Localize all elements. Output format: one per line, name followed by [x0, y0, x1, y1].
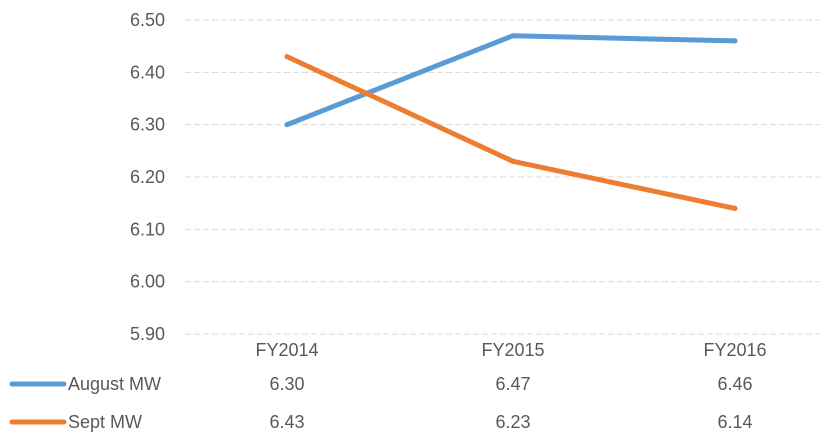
y-tick-label: 6.30	[130, 115, 165, 135]
series-lines	[284, 33, 738, 211]
data-table-cell: 6.47	[495, 374, 530, 394]
series-line-sept-mw	[284, 54, 738, 211]
data-point	[732, 205, 738, 211]
data-point	[284, 122, 290, 128]
x-tick-label: FY2014	[255, 340, 318, 360]
y-axis-ticks: 6.50 6.40 6.30 6.20 6.10 6.00 5.90	[130, 10, 165, 344]
data-table-cell: 6.30	[269, 374, 304, 394]
data-table-cell: 6.43	[269, 412, 304, 432]
data-point	[510, 158, 516, 164]
y-tick-label: 6.50	[130, 10, 165, 30]
data-table-cell: 6.46	[717, 374, 752, 394]
data-table-cell: 6.23	[495, 412, 530, 432]
x-tick-label: FY2016	[703, 340, 766, 360]
y-tick-label: 5.90	[130, 324, 165, 344]
data-point	[732, 38, 738, 44]
legend-label: August MW	[68, 374, 161, 394]
y-tick-label: 6.20	[130, 167, 165, 187]
y-tick-label: 6.00	[130, 272, 165, 292]
y-tick-label: 6.40	[130, 62, 165, 82]
data-table: August MW 6.30 6.47 6.46 Sept MW 6.43 6.23 6.14	[9, 374, 753, 432]
x-axis-ticks: FY2014 FY2015 FY2016	[255, 340, 766, 360]
legend-label: Sept MW	[68, 412, 142, 432]
y-tick-label: 6.10	[130, 219, 165, 239]
data-table-cell: 6.14	[717, 412, 752, 432]
gridlines	[185, 19, 820, 335]
data-point	[510, 33, 516, 39]
series-line-august-mw	[284, 33, 738, 128]
x-tick-label: FY2015	[481, 340, 544, 360]
data-point	[284, 54, 290, 60]
